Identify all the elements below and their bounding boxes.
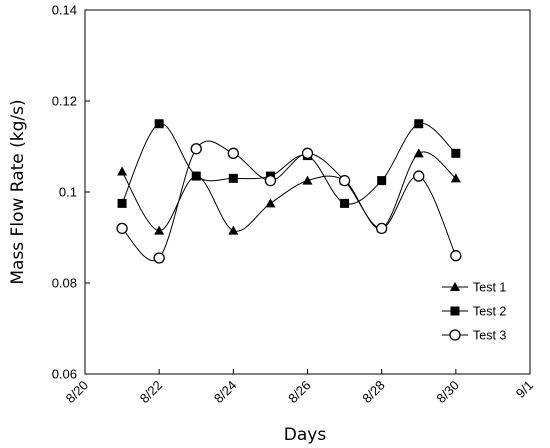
x-axis-title: Days [284,425,327,445]
series-line [121,140,457,262]
plot-frame [84,9,531,375]
data-point [450,173,461,183]
data-point [377,176,387,186]
data-point [264,174,277,187]
legend-label: Test 2 [473,305,506,319]
data-point [338,174,351,187]
data-point [116,222,128,235]
data-point [191,171,201,181]
legend-item: Test 1 [442,281,506,295]
data-point [153,252,165,264]
series-3 [116,140,462,264]
data-point [376,222,388,235]
legend-item: Test 3 [442,329,506,343]
legend-marker [450,282,460,291]
legend-marker [450,306,460,316]
y-tick-label: 0.06 [52,367,77,382]
series-line [121,151,457,232]
y-tick-label: 0.12 [52,94,77,109]
data-point [340,198,350,208]
x-tick-label: 8/26 [285,378,314,407]
series-line [121,123,457,205]
data-point [414,119,424,129]
y-axis-ticks: 0.06 0.08 0.1 0.12 0.14 [52,3,90,382]
y-tick-label: 0.14 [52,3,77,18]
x-tick-label: 9/1 [513,378,536,401]
x-tick-label: 8/22 [137,378,166,407]
data-point [413,170,425,182]
data-point [302,175,313,185]
x-tick-label: 8/20 [63,378,92,407]
legend: Test 1 Test 2 Test 3 [442,281,506,343]
plot-area [84,9,531,375]
series-2 [117,119,461,208]
x-tick-label: 8/30 [433,378,462,407]
y-tick-label: 0.1 [59,185,77,200]
legend-marker [449,329,461,341]
data-point [450,250,462,262]
data-point [190,143,202,155]
data-point [154,119,164,129]
data-point [117,166,128,176]
data-point [451,148,461,158]
data-point [117,198,127,208]
legend-item: Test 2 [442,305,506,319]
series-layer [116,119,462,264]
data-point [228,225,239,235]
data-point [227,147,239,159]
x-axis-ticks: 8/20 8/22 8/24 8/26 8/28 8/30 9/1 [63,369,536,407]
legend-label: Test 1 [473,281,506,295]
data-point [413,148,424,158]
data-point [154,225,165,235]
x-tick-label: 8/24 [211,378,240,407]
y-tick-label: 0.08 [52,276,77,291]
data-point [301,147,314,159]
series-1 [117,148,461,235]
data-point [228,173,238,183]
y-axis-title: Mass Flow Rate (kg/s) [8,99,28,284]
data-point [265,198,276,208]
x-tick-label: 8/28 [359,378,388,407]
legend-label: Test 3 [473,329,506,343]
